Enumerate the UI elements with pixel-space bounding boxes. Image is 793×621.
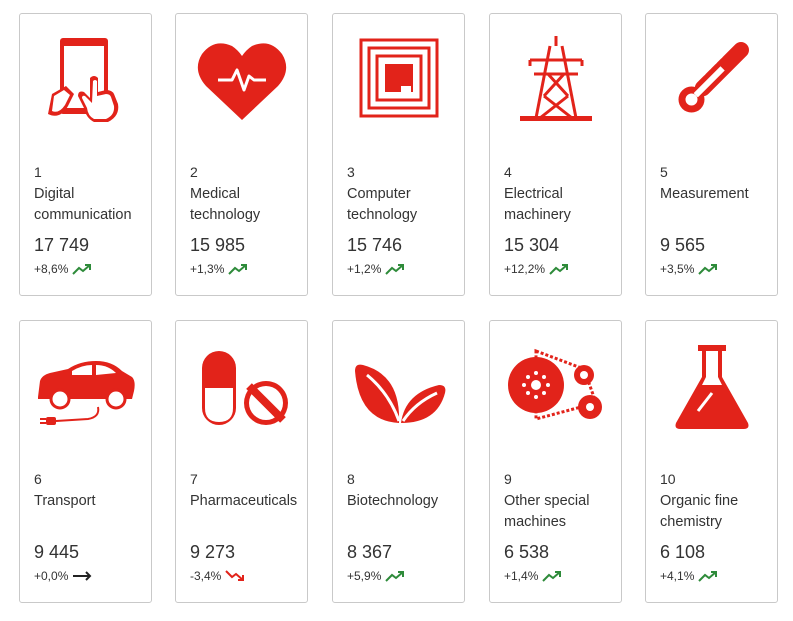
- category-card: 1 Digital communication 17 749 +8,6%: [19, 13, 152, 296]
- category-card: 8 Biotechnology 8 367 +5,9%: [332, 320, 465, 603]
- category-name: Other special machines: [504, 493, 590, 530]
- change-row: +12,2%: [504, 262, 569, 276]
- category-count: 6 108: [660, 542, 706, 562]
- change-row: +1,4%: [504, 569, 562, 583]
- category-count: 8 367: [347, 542, 393, 562]
- trend-flat-icon: [72, 570, 92, 582]
- change-row: +4,1%: [660, 569, 718, 583]
- trend-up-icon: [549, 263, 569, 275]
- change-percent: +1,3%: [190, 262, 225, 276]
- category-card: 4 Electrical machinery 15 304 +12,2%: [489, 13, 622, 296]
- category-name: Biotechnology: [347, 493, 439, 509]
- category-count: 9 445: [34, 542, 80, 562]
- change-row: +5,9%: [347, 569, 405, 583]
- trend-up-icon: [385, 263, 405, 275]
- change-percent: +1,2%: [347, 262, 382, 276]
- category-name: Pharmaceuticals: [190, 493, 298, 509]
- power-pylon-icon: [506, 34, 606, 124]
- heartbeat-icon: [192, 34, 292, 124]
- category-count: 9 273: [190, 542, 236, 562]
- category-name: Medical technology: [190, 186, 261, 223]
- change-percent: +5,9%: [347, 569, 382, 583]
- thermometer-icon: [662, 34, 762, 124]
- category-count: 15 304: [504, 235, 560, 255]
- category-count: 15 985: [190, 235, 246, 255]
- trend-up-icon: [72, 263, 92, 275]
- change-percent: +1,4%: [504, 569, 539, 583]
- category-name: Electrical machinery: [504, 186, 571, 223]
- rank-number: 7: [190, 471, 198, 487]
- category-count: 17 749: [34, 235, 90, 255]
- change-percent: -3,4%: [190, 569, 222, 583]
- category-name: Organic fine chemistry: [660, 493, 739, 530]
- rank-number: 3: [347, 164, 355, 180]
- category-count: 15 746: [347, 235, 403, 255]
- change-percent: +0,0%: [34, 569, 69, 583]
- category-card: 10 Organic fine chemistry 6 108 +4,1%: [645, 320, 778, 603]
- change-row: +1,3%: [190, 262, 248, 276]
- category-card: 6 Transport 9 445 +0,0%: [19, 320, 152, 603]
- change-row: -3,4%: [190, 569, 245, 583]
- trend-down-icon: [225, 570, 245, 582]
- rank-number: 2: [190, 164, 198, 180]
- change-row: +1,2%: [347, 262, 405, 276]
- pills-icon: [192, 341, 292, 431]
- leaves-icon: [349, 341, 449, 431]
- category-name: Transport: [34, 493, 96, 509]
- category-card: 9 Other special machines 6 538 +1,4%: [489, 320, 622, 603]
- change-percent: +4,1%: [660, 569, 695, 583]
- trend-up-icon: [698, 570, 718, 582]
- category-count: 6 538: [504, 542, 550, 562]
- trend-up-icon: [542, 570, 562, 582]
- rank-number: 10: [660, 471, 676, 487]
- category-card: 5 Measurement 9 565 +3,5%: [645, 13, 778, 296]
- trend-up-icon: [698, 263, 718, 275]
- tablet-touch-icon: [36, 34, 136, 124]
- change-percent: +3,5%: [660, 262, 695, 276]
- rank-number: 4: [504, 164, 512, 180]
- chip-icon: [349, 34, 449, 124]
- rank-number: 5: [660, 164, 668, 180]
- change-percent: +8,6%: [34, 262, 69, 276]
- category-card: 3 Computer technology 15 746 +1,2%: [332, 13, 465, 296]
- trend-up-icon: [385, 570, 405, 582]
- category-name: Digital communication: [34, 186, 132, 223]
- trend-up-icon: [228, 263, 248, 275]
- rank-number: 6: [34, 471, 42, 487]
- rank-number: 9: [504, 471, 512, 487]
- flask-icon: [662, 341, 762, 431]
- category-count: 9 565: [660, 235, 706, 255]
- change-row: +8,6%: [34, 262, 92, 276]
- change-row: +3,5%: [660, 262, 718, 276]
- change-percent: +12,2%: [504, 262, 546, 276]
- category-name: Computer technology: [347, 186, 418, 223]
- category-card: 7 Pharmaceuticals 9 273 -3,4%: [175, 320, 308, 603]
- rank-number: 8: [347, 471, 355, 487]
- category-name: Measurement: [660, 186, 749, 202]
- change-row: +0,0%: [34, 569, 92, 583]
- rank-number: 1: [34, 164, 42, 180]
- belt-machine-icon: [506, 341, 606, 431]
- category-card: 2 Medical technology 15 985 +1,3%: [175, 13, 308, 296]
- electric-car-icon: [36, 341, 136, 431]
